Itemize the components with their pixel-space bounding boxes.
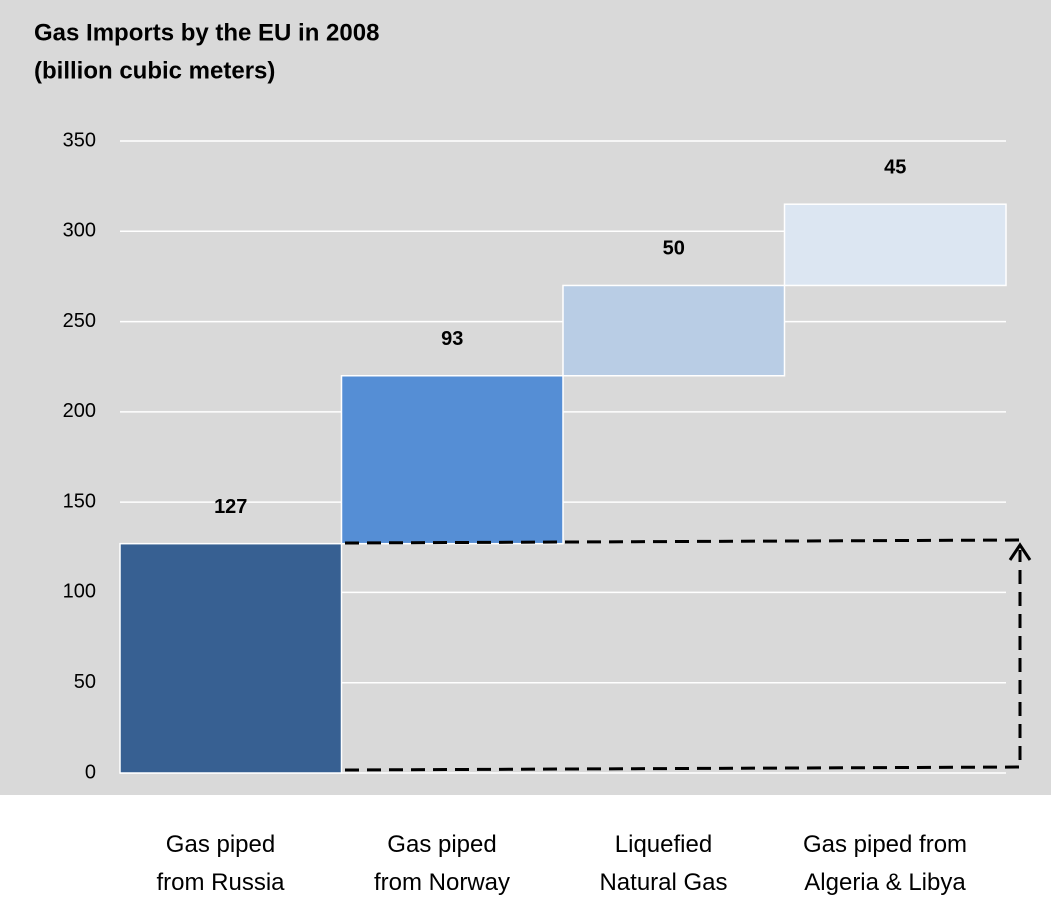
arrow-head	[1008, 542, 1032, 561]
data-label: 93	[441, 328, 463, 350]
bar	[783, 203, 1007, 287]
y-tick-label: 200	[63, 400, 96, 422]
data-label: 127	[214, 496, 247, 518]
x-tick-label: Gas piped from Algeria & Libya	[802, 831, 968, 896]
y-tick-label: 250	[63, 310, 96, 332]
y-tick-label: 150	[63, 490, 96, 512]
bars: 127 93 50 45	[119, 156, 1007, 774]
arrow-path-top	[344, 538, 1021, 545]
bar	[340, 374, 564, 545]
y-tick-label: 50	[74, 671, 96, 693]
y-tick-label: 350	[63, 129, 96, 151]
arrow-path-bottom	[344, 550, 1022, 772]
bar	[119, 542, 343, 774]
data-label: 45	[884, 156, 906, 178]
y-tick-label: 100	[63, 581, 96, 603]
y-tick-label: 300	[63, 220, 96, 242]
x-tick-label: Gas piped from Russia	[156, 831, 285, 896]
chart-subtitle: (billion cubic meters)	[34, 57, 275, 84]
bar	[562, 284, 786, 377]
x-tick-label: Gas piped from Norway	[373, 831, 511, 896]
data-label: 50	[663, 238, 685, 260]
dashed-arrow	[344, 538, 1022, 772]
x-tick-label: Liquefied Natural Gas	[599, 831, 728, 896]
chart-title: Gas Imports by the EU in 2008	[34, 19, 379, 46]
y-tick-label: 0	[85, 761, 96, 783]
